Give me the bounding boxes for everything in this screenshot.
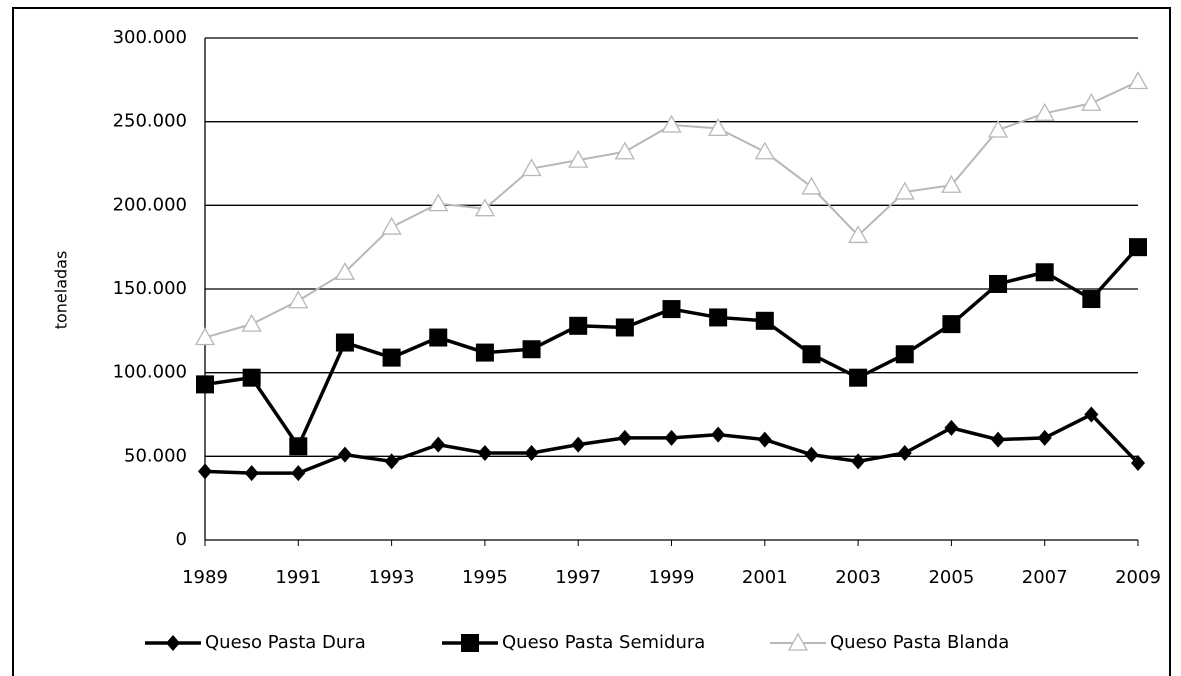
legend-label: Queso Pasta Semidura (502, 632, 705, 653)
data-point (242, 368, 261, 387)
data-point (196, 375, 214, 394)
data-point (288, 290, 309, 309)
x-tick-label: 2009 (1115, 567, 1161, 588)
frame (12, 7, 1171, 676)
y-tick-label: 250.000 (113, 111, 187, 132)
data-point (1129, 238, 1147, 257)
data-point (664, 429, 679, 446)
x-tick-label: 2001 (742, 567, 788, 588)
legend-label: Queso Pasta Blanda (830, 632, 1009, 653)
data-point (617, 429, 632, 446)
data-point (521, 158, 542, 177)
x-tick-label: 1999 (649, 567, 695, 588)
y-tick-label: 200.000 (113, 194, 187, 215)
data-point (754, 141, 775, 160)
data-point (847, 225, 869, 244)
data-point (661, 114, 682, 133)
legend-marker (787, 632, 809, 651)
data-point (194, 327, 216, 346)
data-point (198, 463, 212, 480)
data-point (477, 444, 492, 461)
data-point (897, 444, 912, 461)
data-point (801, 176, 822, 195)
data-point (662, 300, 681, 319)
data-point (474, 198, 496, 217)
y-tick-label: 100.000 (113, 362, 187, 383)
x-tick-label: 1991 (275, 567, 321, 588)
data-point (755, 311, 774, 330)
x-tick-label: 1995 (462, 567, 508, 588)
data-point (569, 316, 588, 335)
data-point (475, 343, 494, 362)
data-point (384, 453, 399, 470)
data-point (895, 345, 914, 364)
y-tick-label: 150.000 (113, 278, 187, 299)
data-point (615, 318, 634, 337)
data-point (381, 216, 402, 235)
data-point (431, 436, 446, 453)
data-point (894, 181, 915, 200)
data-point (382, 348, 401, 367)
data-point (851, 453, 866, 470)
data-point (1127, 71, 1149, 90)
data-point (241, 313, 262, 332)
data-point (335, 333, 354, 352)
data-point (944, 419, 959, 436)
data-point (987, 119, 1009, 138)
data-point (1131, 455, 1145, 472)
y-axis-label: toneladas (52, 251, 71, 330)
data-point (334, 261, 356, 280)
legend-label: Queso Pasta Dura (205, 632, 366, 653)
data-point (1034, 102, 1055, 121)
data-point (849, 368, 868, 387)
data-point (571, 436, 586, 453)
data-point (711, 426, 726, 443)
data-point (289, 437, 308, 456)
data-point (709, 308, 728, 327)
data-point (337, 446, 352, 463)
data-point (989, 274, 1008, 293)
legend-marker (461, 634, 479, 652)
data-point (568, 149, 589, 168)
data-point (429, 328, 448, 347)
data-point (428, 193, 449, 212)
x-tick-label: 1993 (369, 567, 415, 588)
data-point (524, 444, 539, 461)
data-point (291, 465, 306, 482)
data-point (708, 118, 729, 137)
data-point (614, 141, 635, 160)
x-tick-label: 2007 (1022, 567, 1068, 588)
data-point (942, 315, 961, 334)
data-point (1037, 429, 1052, 446)
data-point (1084, 406, 1099, 423)
y-tick-label: 300.000 (113, 27, 187, 48)
data-point (941, 174, 962, 193)
data-point (1082, 290, 1101, 309)
x-tick-label: 1997 (555, 567, 601, 588)
data-point (757, 431, 772, 448)
y-tick-label: 50.000 (124, 445, 187, 466)
data-point (1035, 263, 1054, 282)
y-tick-label: 0 (176, 529, 187, 550)
data-point (522, 340, 541, 359)
data-point (804, 446, 819, 463)
data-point (1081, 92, 1102, 111)
x-tick-label: 2003 (835, 567, 881, 588)
data-point (991, 431, 1006, 448)
data-point (244, 465, 259, 482)
legend-marker (166, 635, 180, 651)
x-tick-label: 2005 (928, 567, 974, 588)
data-point (802, 345, 821, 364)
x-tick-label: 1989 (182, 567, 228, 588)
